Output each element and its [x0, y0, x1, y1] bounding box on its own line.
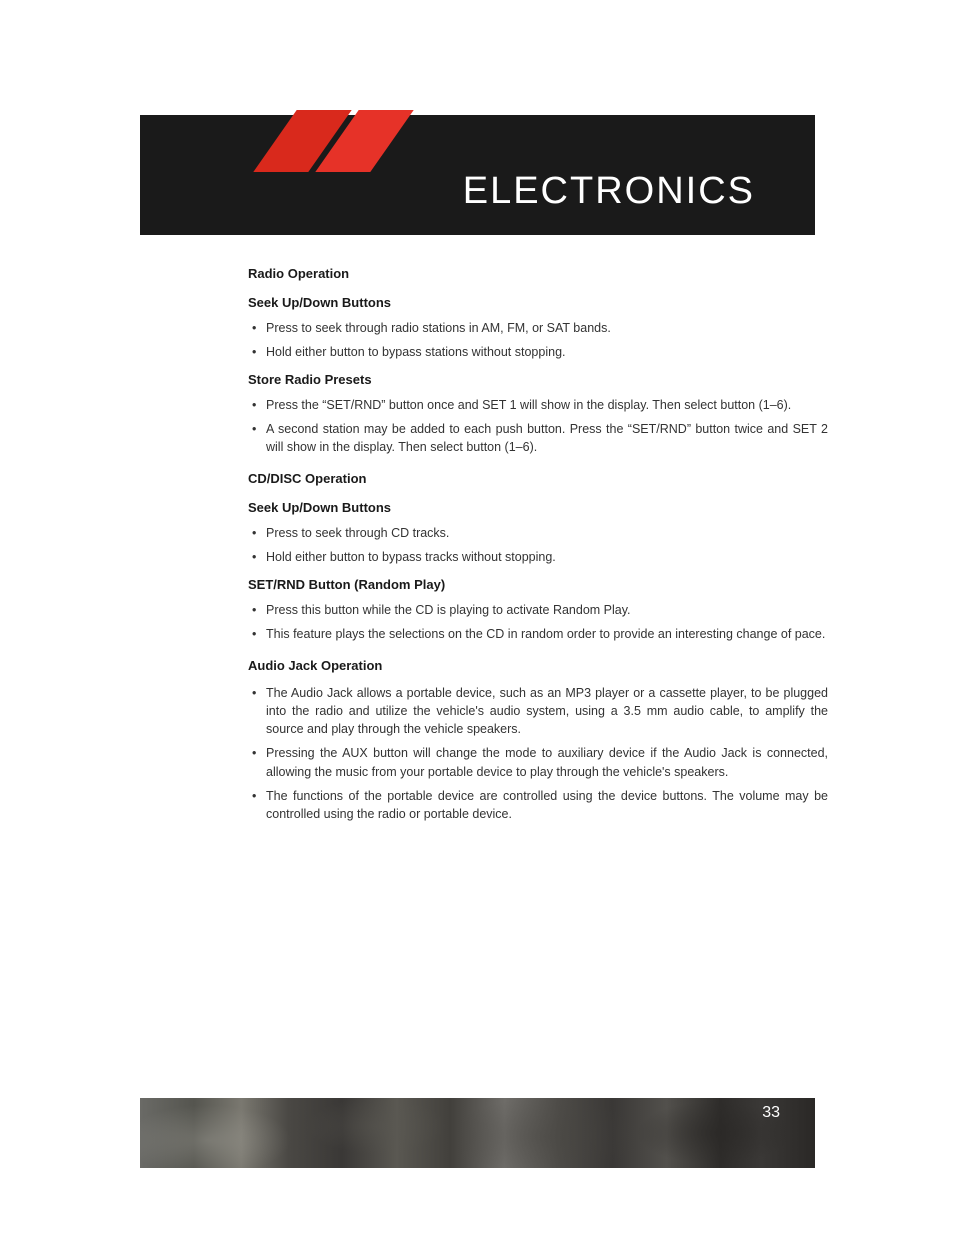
list-item: Press to seek through CD tracks. — [248, 524, 828, 542]
list-item: This feature plays the selections on the… — [248, 625, 828, 643]
bullet-list: The Audio Jack allows a portable device,… — [248, 684, 828, 823]
list-item: Hold either button to bypass tracks with… — [248, 548, 828, 566]
sub-heading: Seek Up/Down Buttons — [248, 294, 828, 313]
content-body: Radio Operation Seek Up/Down Buttons Press… — [248, 265, 828, 829]
page-title: ELECTRONICS — [463, 170, 755, 213]
bullet-list: Press this button while the CD is playin… — [248, 601, 828, 643]
brand-slash-icon — [275, 110, 420, 175]
footer-texture — [140, 1098, 815, 1168]
sub-heading: Store Radio Presets — [248, 371, 828, 390]
bullet-list: Press to seek through radio stations in … — [248, 319, 828, 361]
list-item: The Audio Jack allows a portable device,… — [248, 684, 828, 738]
header-banner: ELECTRONICS — [140, 115, 815, 235]
section-heading: Radio Operation — [248, 265, 828, 284]
sub-heading: SET/RND Button (Random Play) — [248, 576, 828, 595]
list-item: Pressing the AUX button will change the … — [248, 744, 828, 780]
list-item: A second station may be added to each pu… — [248, 420, 828, 456]
bullet-list: Press to seek through CD tracks. Hold eit… — [248, 524, 828, 566]
footer-banner: 33 — [140, 1098, 815, 1168]
list-item: Hold either button to bypass stations wi… — [248, 343, 828, 361]
list-item: Press this button while the CD is playin… — [248, 601, 828, 619]
section-heading: Audio Jack Operation — [248, 657, 828, 676]
page-number: 33 — [762, 1104, 780, 1122]
sub-heading: Seek Up/Down Buttons — [248, 499, 828, 518]
list-item: Press the “SET/RND” button once and SET … — [248, 396, 828, 414]
list-item: The functions of the portable device are… — [248, 787, 828, 823]
section-heading: CD/DISC Operation — [248, 470, 828, 489]
list-item: Press to seek through radio stations in … — [248, 319, 828, 337]
bullet-list: Press the “SET/RND” button once and SET … — [248, 396, 828, 456]
